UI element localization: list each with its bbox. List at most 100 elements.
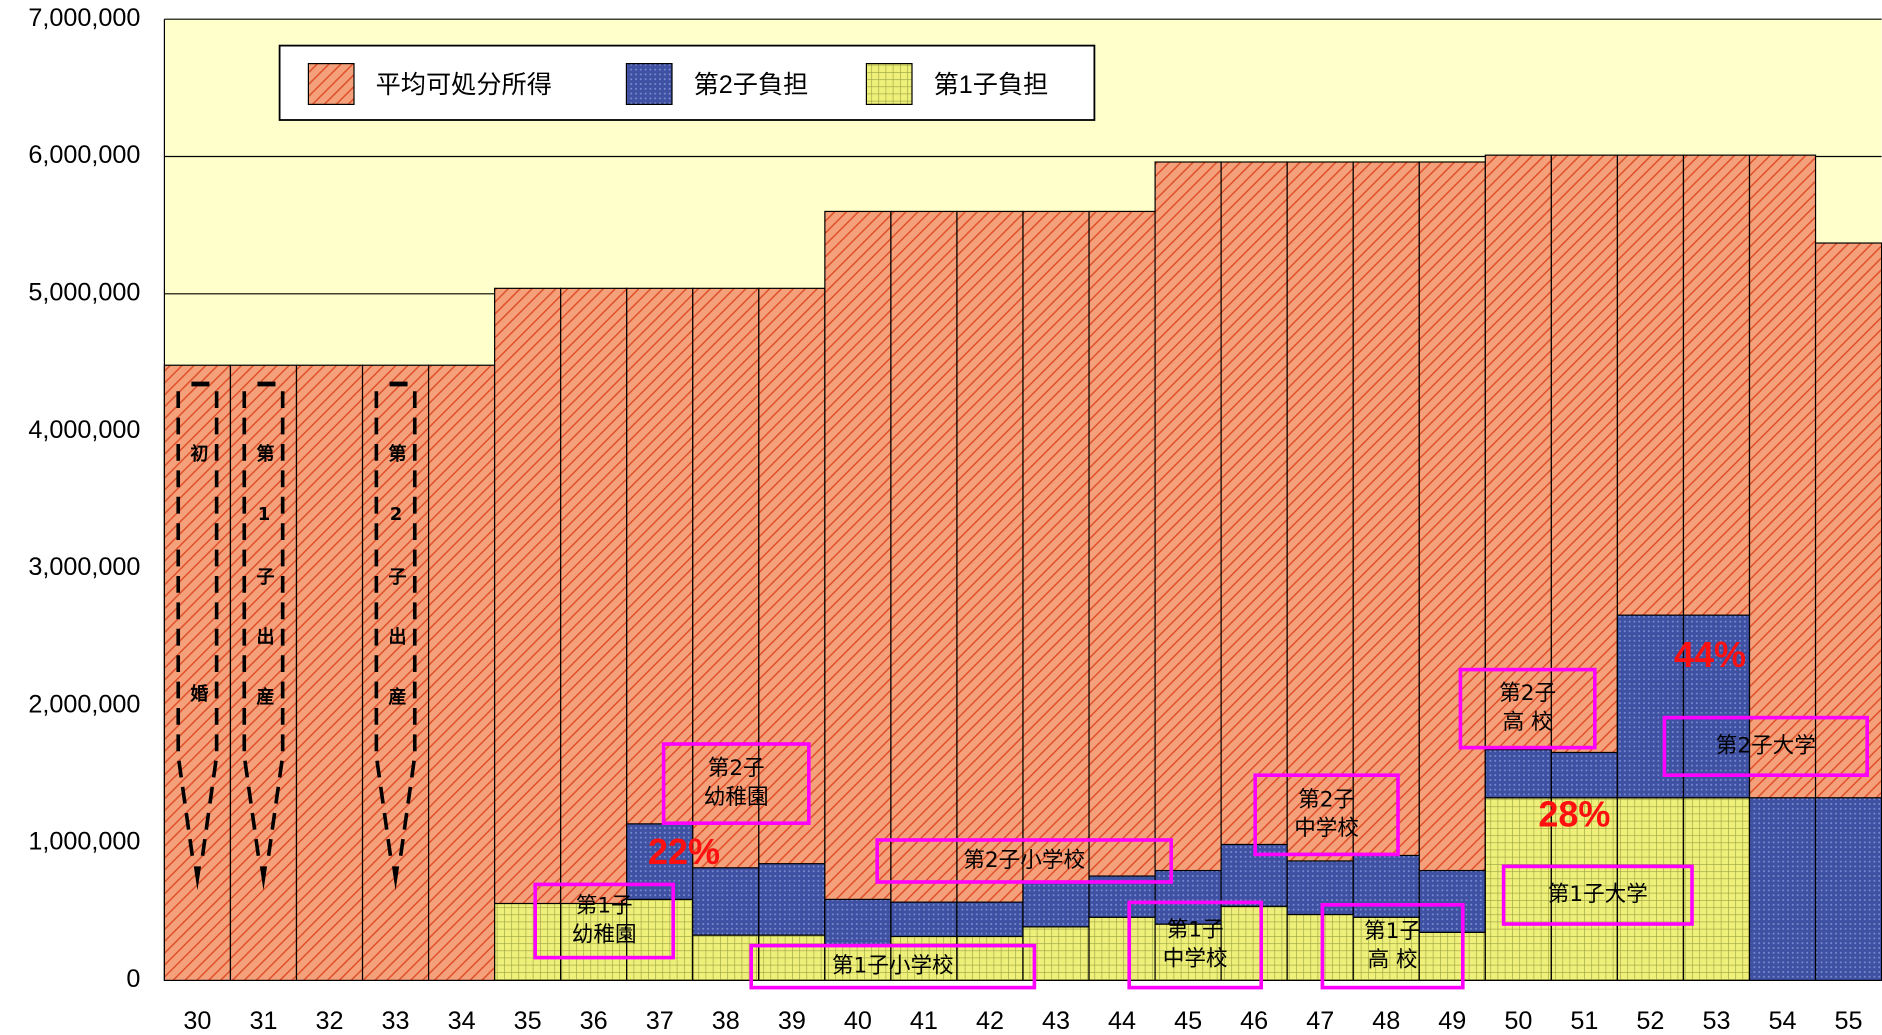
child1-bar bbox=[560, 902, 628, 982]
x-tick-label: 42 bbox=[976, 1007, 1004, 1035]
legend-label: 平均可処分所得 bbox=[376, 71, 552, 99]
x-tick-label: 48 bbox=[1372, 1007, 1400, 1035]
y-tick-label: 2,000,000 bbox=[28, 690, 140, 718]
x-tick-label: 38 bbox=[712, 1007, 740, 1035]
x-tick-label: 40 bbox=[844, 1007, 872, 1035]
x-tick-label: 45 bbox=[1174, 1007, 1202, 1035]
child2-bar bbox=[1022, 882, 1090, 928]
annotation-box bbox=[1662, 715, 1870, 778]
annotation-box bbox=[749, 943, 1037, 990]
child1-bar bbox=[956, 935, 1024, 982]
annotation-box bbox=[1127, 900, 1264, 990]
x-tick-label: 50 bbox=[1504, 1007, 1532, 1035]
annotation-box bbox=[1320, 903, 1465, 990]
x-tick-label: 53 bbox=[1702, 1007, 1730, 1035]
x-tick-label: 35 bbox=[514, 1007, 542, 1035]
x-tick-label: 52 bbox=[1636, 1007, 1664, 1035]
x-tick-label: 55 bbox=[1835, 1007, 1863, 1035]
annotation-text: 第2子 bbox=[708, 756, 765, 781]
annotation-text: 第2子 bbox=[1298, 787, 1355, 812]
x-tick-label: 41 bbox=[910, 1007, 938, 1035]
x-tick-label: 39 bbox=[778, 1007, 806, 1035]
annotation-text: 第1子 bbox=[1167, 918, 1224, 943]
y-tick-label: 5,000,000 bbox=[28, 278, 140, 306]
annotation-text: 高 校 bbox=[1368, 948, 1418, 973]
child1-bar bbox=[1484, 797, 1552, 982]
arrow-body bbox=[176, 391, 219, 859]
percent-label: 22% bbox=[648, 831, 720, 872]
child2-bar bbox=[1748, 797, 1817, 982]
child1-bar bbox=[1154, 923, 1222, 982]
x-tick-label: 30 bbox=[183, 1007, 211, 1035]
child1-bar bbox=[692, 934, 760, 982]
y-tick-label: 7,000,000 bbox=[28, 4, 140, 32]
x-tick-label: 34 bbox=[448, 1007, 476, 1035]
income-bar bbox=[427, 364, 496, 982]
child2-bar bbox=[692, 867, 760, 936]
annotation-text: 中学校 bbox=[1163, 946, 1228, 971]
income-bar bbox=[824, 210, 892, 982]
arrow-head bbox=[391, 866, 400, 891]
child2-bar bbox=[1484, 749, 1552, 799]
annotation-box bbox=[533, 882, 676, 960]
child2-bar bbox=[824, 898, 892, 946]
income-bar bbox=[956, 210, 1024, 982]
y-tick-label: 3,000,000 bbox=[28, 553, 140, 581]
x-tick-label: 54 bbox=[1769, 1007, 1797, 1035]
annotation-box bbox=[661, 742, 811, 826]
annotation-box bbox=[875, 838, 1174, 884]
child1-bar bbox=[1352, 916, 1420, 982]
annotation: 第1子大学 bbox=[1501, 864, 1694, 926]
child1-bar bbox=[1550, 797, 1619, 982]
child1-bar bbox=[1286, 913, 1354, 982]
annotation-text: 第2子大学 bbox=[1716, 733, 1816, 758]
x-tick-label: 46 bbox=[1240, 1007, 1268, 1035]
child1-bar bbox=[890, 935, 958, 982]
child2-bar bbox=[1550, 751, 1619, 799]
child2-bar bbox=[1154, 869, 1222, 925]
y-tick-label: 6,000,000 bbox=[28, 141, 140, 169]
annotation-box bbox=[1253, 773, 1400, 857]
child2-bar bbox=[890, 901, 958, 938]
child2-bar bbox=[1814, 797, 1882, 982]
income-bar bbox=[560, 287, 628, 982]
percent-label: 28% bbox=[1538, 794, 1610, 835]
x-tick-label: 32 bbox=[315, 1007, 343, 1035]
y-tick-label: 1,000,000 bbox=[28, 828, 140, 856]
event-label: 第1子出産 bbox=[253, 443, 274, 747]
annotation-text: 中学校 bbox=[1294, 816, 1359, 841]
x-tick-label: 44 bbox=[1108, 1007, 1136, 1035]
child2-bar bbox=[758, 863, 826, 936]
legend-label: 第1子負担 bbox=[934, 71, 1049, 99]
annotation: 第1子小学校 bbox=[749, 943, 1037, 990]
child1-bar bbox=[758, 934, 826, 982]
annotation-text: 幼稚園 bbox=[704, 785, 769, 810]
income-bar bbox=[1418, 161, 1486, 982]
income-bar bbox=[1022, 210, 1090, 982]
arrow-head bbox=[193, 866, 202, 891]
event-arrow: 第1子出産 bbox=[242, 381, 285, 891]
annotation-box bbox=[1458, 667, 1597, 750]
annotation: 第2子大学 bbox=[1662, 715, 1870, 778]
income-bar bbox=[1352, 161, 1420, 982]
event-label: 初婚 bbox=[187, 443, 208, 924]
income-bar bbox=[1286, 161, 1354, 982]
arrow-body bbox=[242, 391, 285, 859]
annotation-box bbox=[1501, 864, 1694, 926]
annotation-text: 第2子 bbox=[1499, 681, 1556, 706]
annotation-text: 第1子 bbox=[576, 894, 633, 919]
legend-box bbox=[278, 44, 1096, 121]
child1-bar bbox=[1220, 905, 1288, 982]
child1-bar bbox=[626, 898, 694, 982]
x-tick-label: 51 bbox=[1570, 1007, 1598, 1035]
child2-bar bbox=[626, 823, 694, 900]
x-tick-label: 47 bbox=[1306, 1007, 1334, 1035]
legend-swatch bbox=[865, 63, 913, 106]
income-bar bbox=[1088, 210, 1156, 982]
legend-swatch bbox=[307, 63, 355, 106]
